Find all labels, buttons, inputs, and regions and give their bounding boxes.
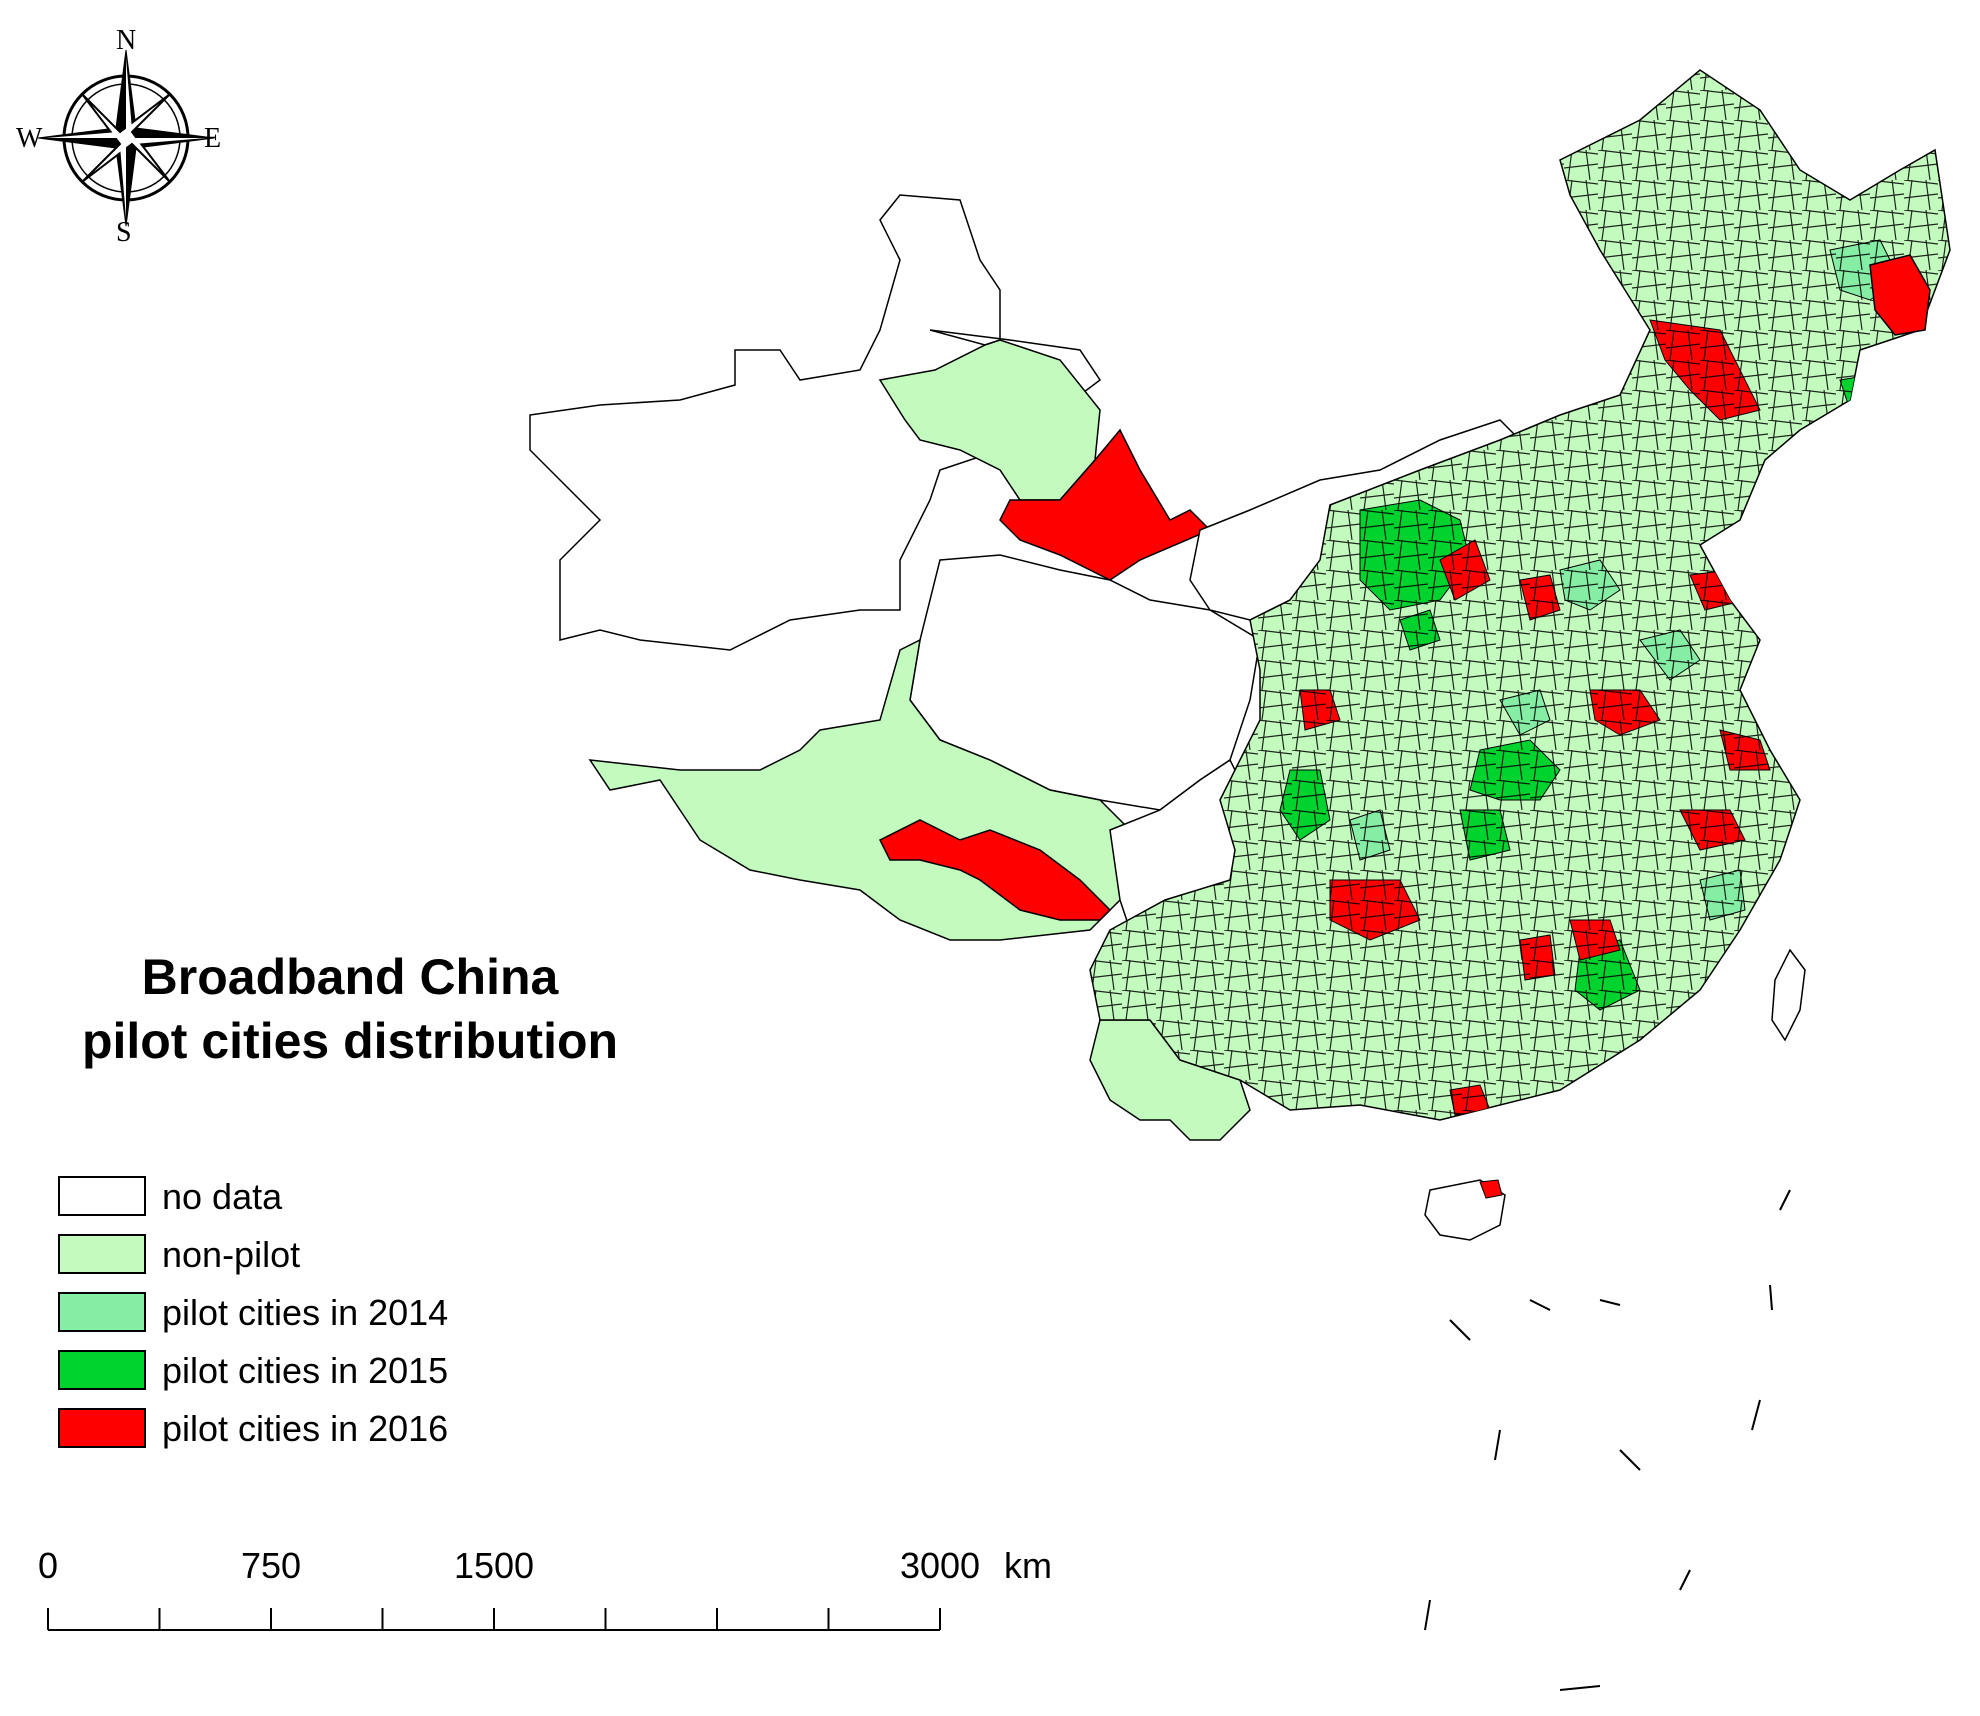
scale-bar [47,1608,941,1631]
legend-swatch [58,1350,146,1390]
legend-label: pilot cities in 2016 [162,1408,449,1449]
pilot-2016-area [1479,1179,1503,1199]
compass-star-diag [81,93,171,183]
compass-east-label: E [204,123,222,154]
scale-label: 0 [37,1545,59,1586]
tibet-red-region [878,819,1112,921]
scale-unit-label: km [1004,1545,1052,1586]
pilot-2016-area [1869,254,1931,336]
compass-star-highlight [46,58,206,218]
taiwan-island [1771,948,1806,1042]
legend-label: no data [162,1176,283,1217]
compass-north-label: N [116,25,137,56]
compass-west-label: W [16,123,43,154]
scale-label: 750 [240,1545,302,1586]
xinjiang-region [529,194,1102,651]
legend-swatch [58,1234,146,1274]
south-sea-islands [1424,1189,1791,1691]
legend-swatch [58,1176,146,1216]
legend-label: non-pilot [162,1234,301,1275]
scale-label: 1500 [453,1545,535,1586]
legend-swatch [58,1292,146,1332]
scale-label: 3000 [899,1545,981,1586]
map-title-line-2: pilot cities distribution [81,1013,619,1069]
legend-swatch [58,1408,146,1448]
legend-label: pilot cities in 2015 [162,1350,449,1391]
map-title-line-1: Broadband China [141,949,559,1005]
legend-label: pilot cities in 2014 [162,1292,449,1333]
compass-south-label: S [116,217,132,248]
compass-rose [37,49,215,227]
